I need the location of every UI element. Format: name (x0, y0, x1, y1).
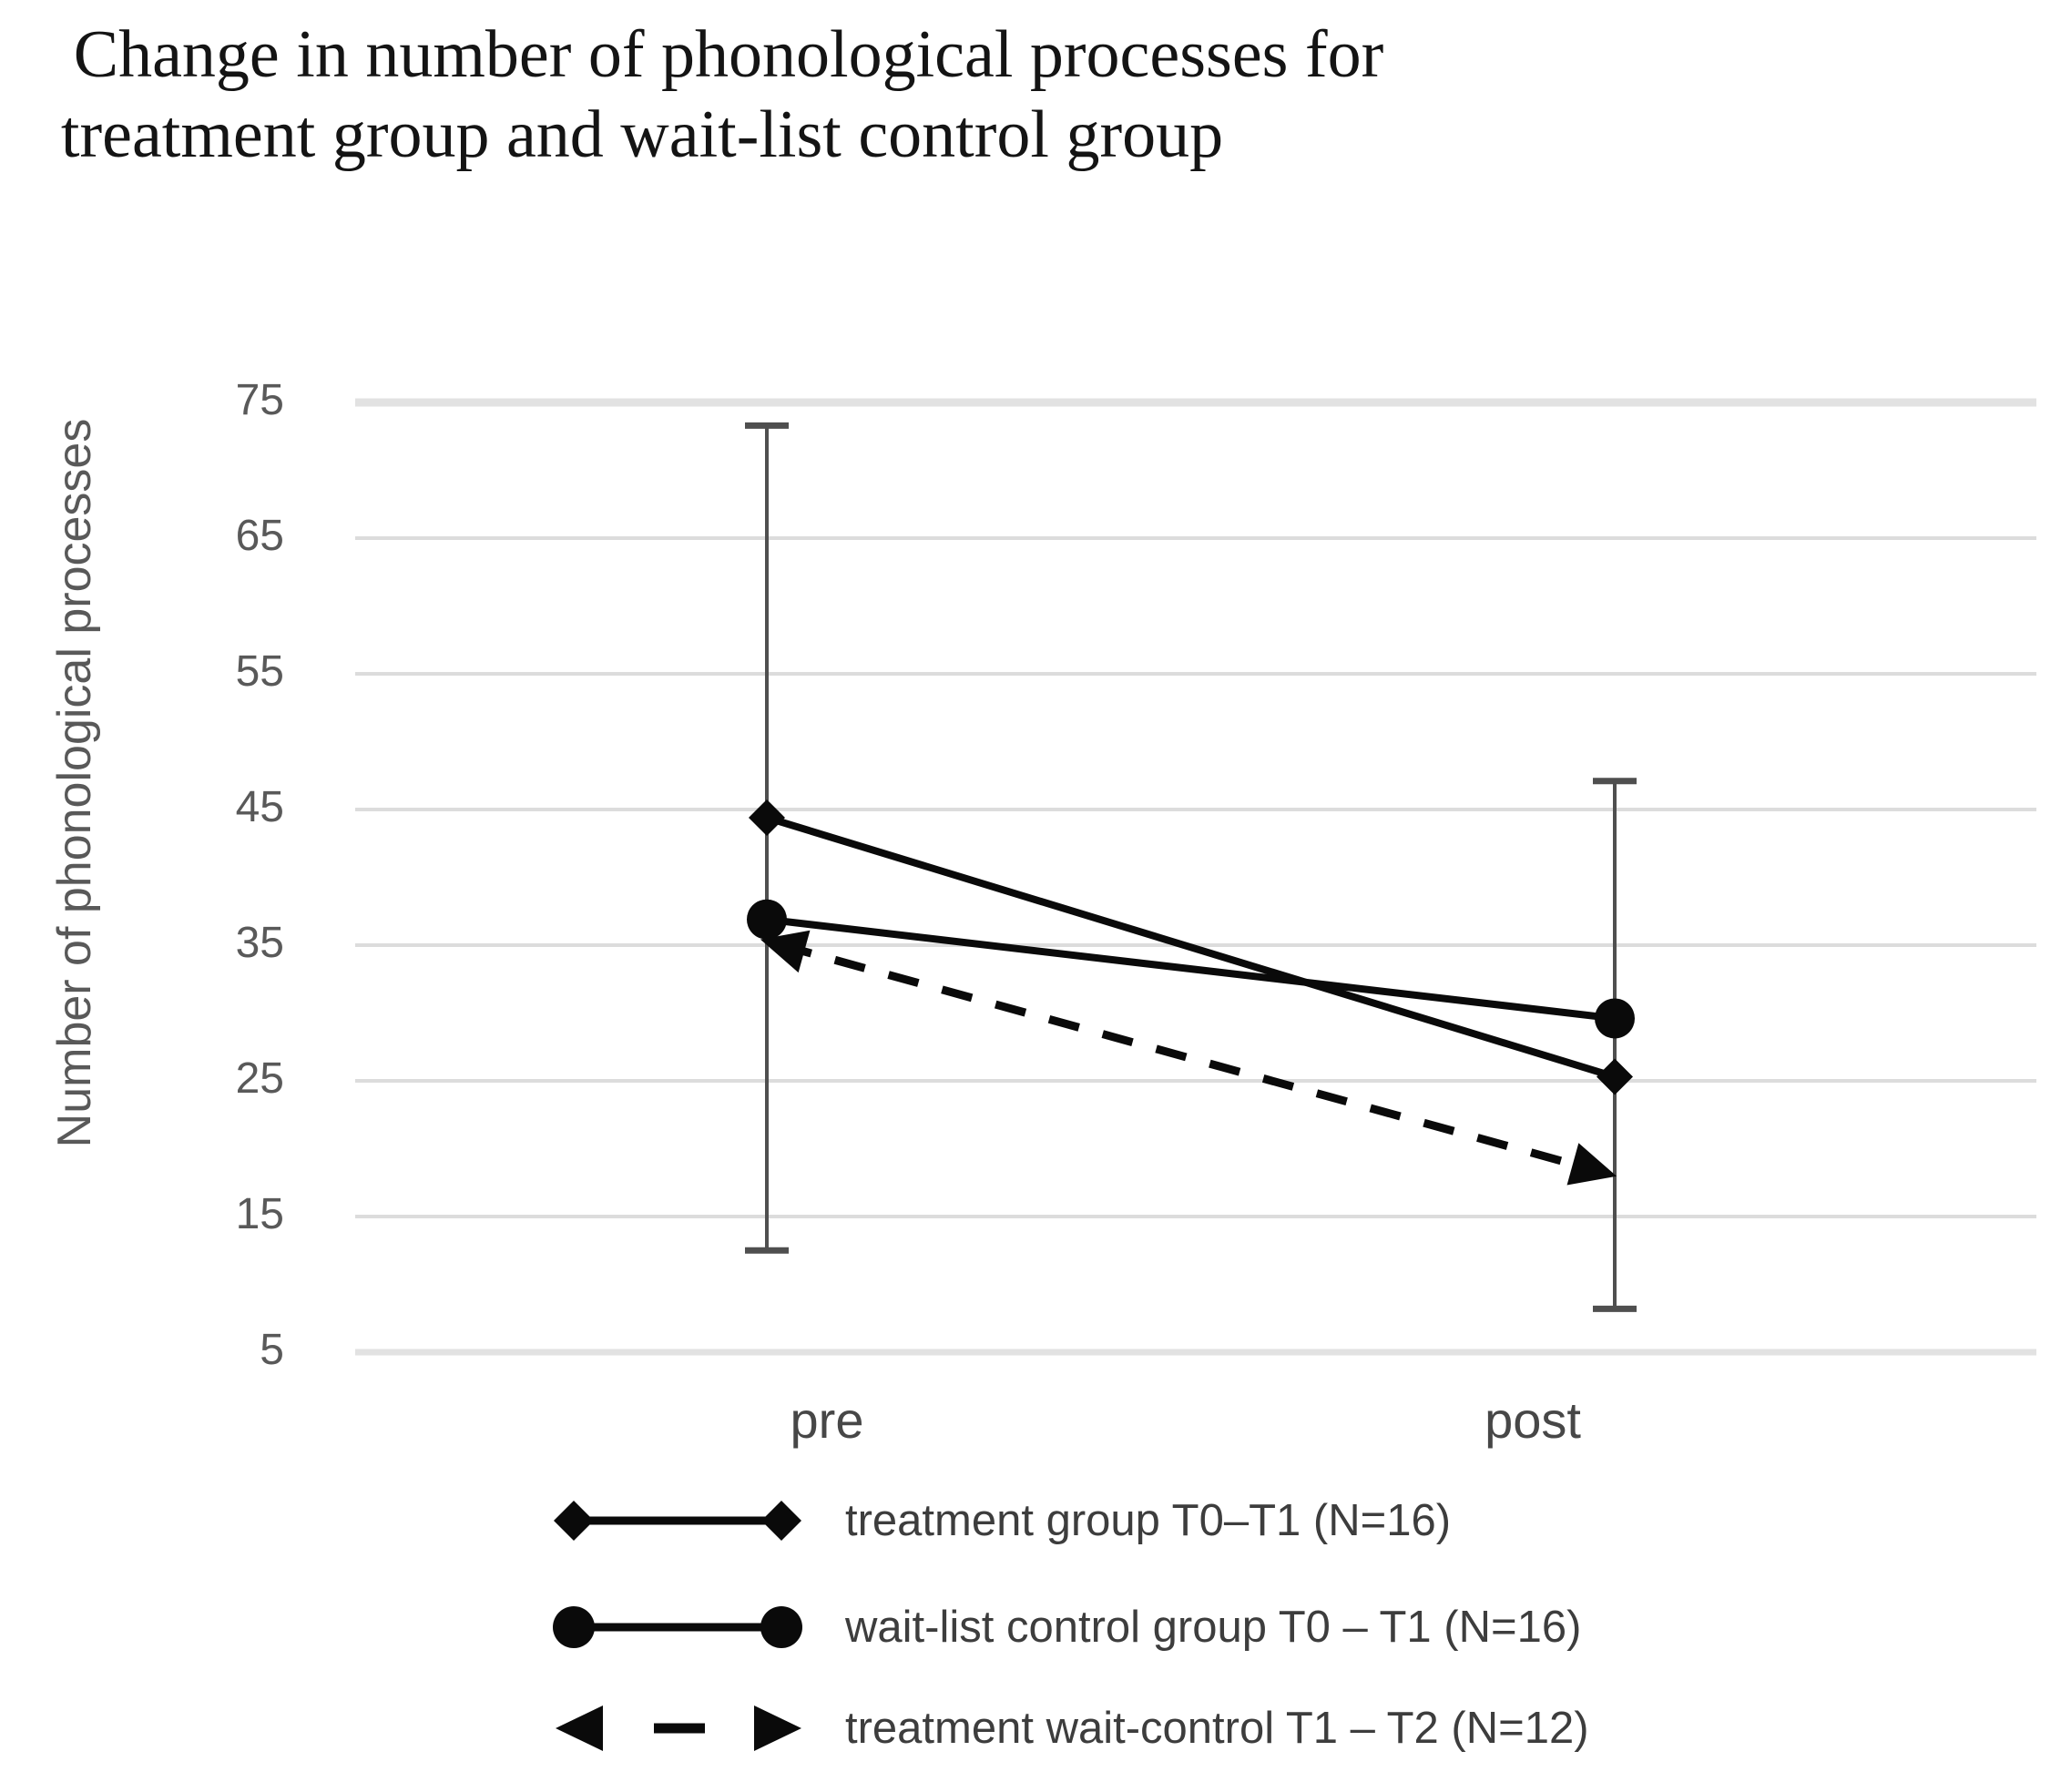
legend-label: treatment wait-control T1 – T2 (N=12) (845, 1704, 1589, 1753)
diamond-marker (1597, 1058, 1633, 1095)
legend-label: wait-list control group T0 – T1 (N=16) (845, 1603, 1582, 1652)
legend-item: treatment wait-control T1 – T2 (N=12) (546, 1695, 1589, 1761)
arrowhead-marker (1566, 1143, 1617, 1186)
gridlines (355, 398, 2036, 1356)
legend-label: treatment group T0–T1 (N=16) (845, 1496, 1452, 1545)
y-tick-label: 25 (235, 1054, 284, 1103)
circle-marker (1595, 998, 1635, 1039)
y-tick-label: 5 (260, 1326, 284, 1374)
series-line (780, 941, 1597, 1175)
series-3 (760, 930, 1617, 1186)
circle-marker (747, 899, 787, 940)
chart-title: Change in number of phonological process… (0, 15, 1457, 175)
legend-item: wait-list control group T0 – T1 (N=16) (546, 1594, 1581, 1660)
y-tick-label: 15 (235, 1190, 284, 1238)
series-2 (747, 899, 1635, 1039)
series-1 (749, 799, 1633, 1095)
y-tick-label: 75 (235, 376, 284, 424)
y-tick-label: 65 (235, 512, 284, 560)
x-tick-label: pre (790, 1391, 864, 1449)
series-line (766, 915, 1616, 1023)
arrowhead-marker (760, 930, 811, 973)
error-bars (745, 422, 1637, 1312)
chart-title-line-1: Change in number of phonological process… (73, 17, 1384, 92)
y-tick-label: 45 (235, 783, 284, 831)
legend-marker-circle (553, 1606, 802, 1648)
y-tick-label: 35 (235, 919, 284, 967)
chart-title-line-2: treatment group and wait-list control gr… (60, 97, 1224, 172)
diamond-marker (749, 799, 785, 836)
legend-marker-arrow (556, 1705, 801, 1751)
y-tick-label: 55 (235, 647, 284, 696)
legend-item: treatment group T0–T1 (N=16) (546, 1488, 1451, 1553)
series-line (765, 814, 1617, 1081)
x-tick-label: post (1484, 1391, 1581, 1449)
legend-marker-diamond (554, 1501, 801, 1541)
